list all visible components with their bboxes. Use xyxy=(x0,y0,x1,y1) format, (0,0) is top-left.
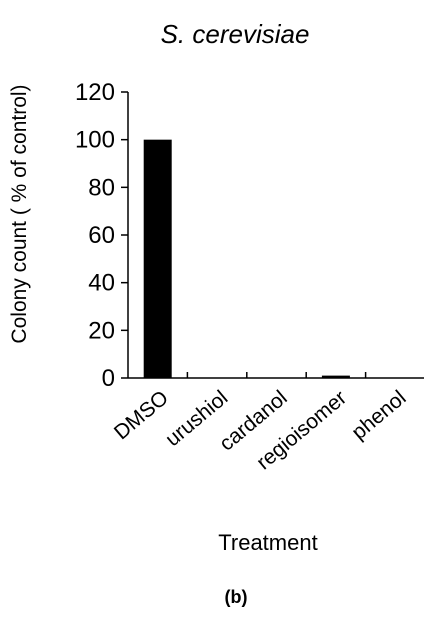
y-tick-label-5: 100 xyxy=(75,127,115,154)
figure-caption: (b) xyxy=(225,587,248,607)
y-tick-label-3: 60 xyxy=(88,222,115,249)
y-tick-label-1: 20 xyxy=(88,317,115,344)
chart-title: S. cerevisiae xyxy=(161,19,310,49)
x-axis-label: Treatment xyxy=(218,530,317,555)
y-tick-label-2: 40 xyxy=(88,270,115,297)
y-tick-label-6: 120 xyxy=(75,79,115,106)
y-axis-label: Colony count ( % of control) xyxy=(8,84,31,343)
bar-DMSO xyxy=(143,139,172,378)
y-tick-label-4: 80 xyxy=(88,174,115,201)
plot-area: 020406080100120DMSOurushiolcardanolregio… xyxy=(75,79,424,474)
y-tick-label-0: 0 xyxy=(102,365,115,392)
x-tick-label-phenol: phenol xyxy=(347,386,410,444)
bar-regioisomer xyxy=(321,375,350,378)
